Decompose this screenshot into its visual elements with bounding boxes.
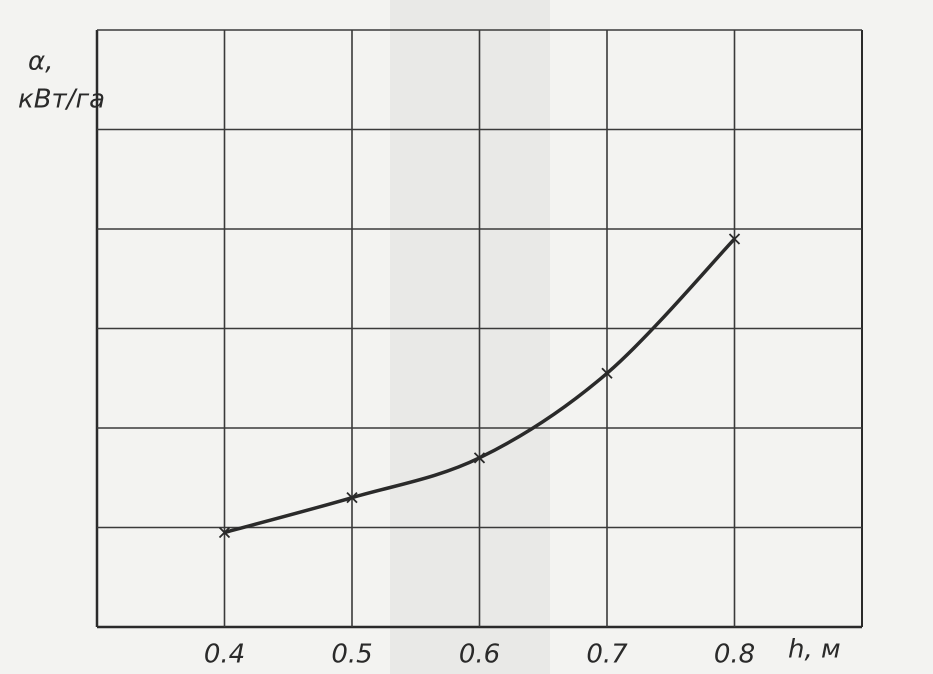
x-tick-label: 0.6 xyxy=(459,640,500,670)
data-point xyxy=(601,367,613,379)
paper-shade xyxy=(390,0,550,674)
x-tick-label: 0.4 xyxy=(204,640,245,670)
data-line xyxy=(224,237,736,535)
data-point xyxy=(346,492,358,504)
data-point xyxy=(728,233,741,245)
x-tick-label: 0.7 xyxy=(586,640,628,670)
y-label-symbol: α, xyxy=(28,47,53,77)
x-tick-label: 0.8 xyxy=(714,640,755,670)
x-tick-label: 0.5 xyxy=(331,640,372,670)
data-point xyxy=(473,452,486,464)
y-label-unit: кВт/га xyxy=(18,85,105,115)
data-point xyxy=(218,526,231,539)
x-label: h, м xyxy=(788,635,841,665)
